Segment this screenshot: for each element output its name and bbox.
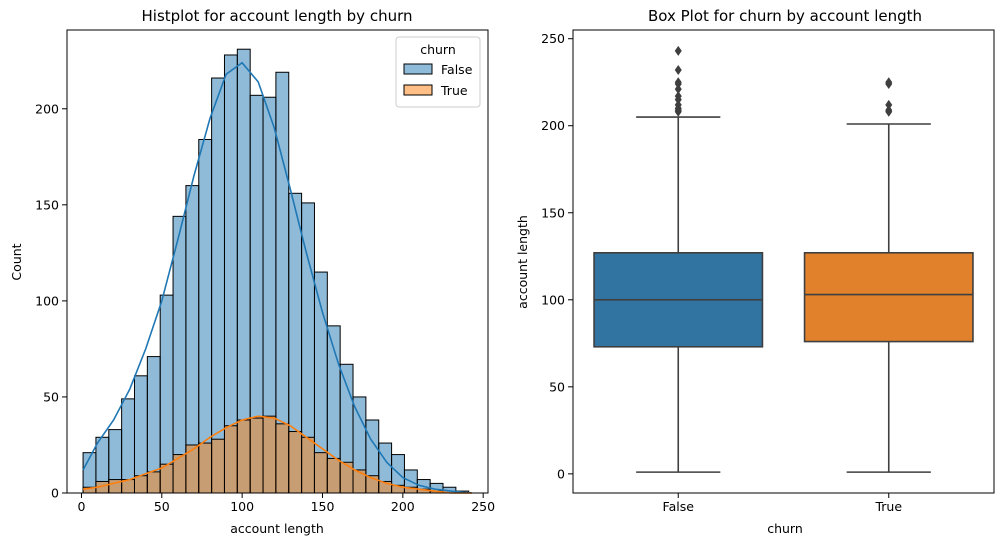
y-tick-label: 150 [35, 197, 59, 212]
y-tick-label: 100 [541, 292, 565, 307]
x-tick-label: False [663, 499, 695, 514]
chart-title: Box Plot for churn by account length [648, 7, 922, 25]
legend-swatch-true [403, 84, 433, 96]
box-plot-chart: Box Plot for churn by account length Fal… [515, 7, 995, 536]
box-plot-marks [593, 45, 974, 473]
chart-title: Histplot for account length by churn [142, 7, 413, 25]
hist-bar-true [352, 469, 367, 494]
outlier-point-false [674, 84, 682, 95]
x-tick-label: True [874, 499, 902, 514]
x-axis-ticks: False True [663, 493, 902, 514]
outlier-point-true [885, 77, 893, 88]
y-tick-label: 250 [541, 31, 565, 46]
hist-bar-true [223, 425, 238, 494]
y-axis-ticks: 0 50 100 150 200 [35, 101, 67, 501]
x-axis-ticks: 0 50 100 150 200 250 [77, 493, 495, 514]
outlier-point-false [674, 45, 682, 56]
legend-label-false: False [441, 62, 473, 77]
x-axis-label: churn [767, 521, 803, 536]
hist-bar-true [262, 415, 277, 494]
y-tick-label: 200 [35, 101, 59, 116]
histogram-chart: Histplot for account length by churn 0 50… [9, 7, 495, 536]
legend-title: churn [420, 42, 456, 57]
x-tick-label: 200 [391, 499, 415, 514]
outlier-point-true [885, 99, 893, 110]
outlier-point-false [674, 65, 682, 76]
y-tick-label: 150 [541, 205, 565, 220]
hist-bar-true [146, 471, 161, 494]
x-tick-label: 150 [311, 499, 335, 514]
hist-bar-true [288, 431, 303, 494]
hist-bar-false [172, 215, 187, 494]
outlier-point-true [885, 105, 893, 116]
y-tick-label: 0 [51, 486, 59, 501]
y-axis-label: account length [515, 215, 530, 309]
kde-line-true [82, 415, 472, 494]
legend-label-true: True [440, 83, 468, 98]
hist-bar-true [313, 452, 328, 494]
hist-bar-true [236, 419, 251, 494]
y-axis-label: Count [9, 243, 24, 280]
box-true [803, 251, 974, 343]
legend: churn False True [395, 36, 481, 108]
x-tick-label: 250 [471, 499, 495, 514]
hist-bar-true [133, 475, 148, 494]
plot-frame [66, 29, 489, 494]
y-tick-label: 50 [549, 379, 565, 394]
hist-bar-false [211, 77, 225, 494]
hist-bar-true [211, 438, 225, 494]
x-tick-label: 0 [77, 499, 85, 514]
plot-frame [572, 29, 995, 494]
outlier-point-false [674, 99, 682, 110]
x-tick-label: 50 [154, 499, 170, 514]
x-axis-label: account length [230, 521, 324, 536]
y-tick-label: 100 [35, 293, 59, 308]
hist-bar-true [249, 417, 264, 494]
outlier-point-false [674, 77, 682, 88]
y-tick-label: 0 [557, 466, 565, 481]
y-tick-label: 50 [43, 389, 59, 404]
outlier-point-false [674, 91, 682, 102]
hist-bar-true [198, 442, 213, 494]
hist-bar-true [326, 457, 341, 494]
hist-bar-true [275, 423, 290, 494]
legend-swatch-false [403, 63, 433, 75]
y-tick-label: 200 [541, 118, 565, 133]
kde-line-false [82, 61, 472, 494]
hist-bar-true [301, 436, 315, 494]
x-tick-label: 100 [230, 499, 254, 514]
y-axis-ticks: 0 50 100 150 200 250 [541, 31, 573, 481]
histogram-marks [82, 48, 472, 494]
